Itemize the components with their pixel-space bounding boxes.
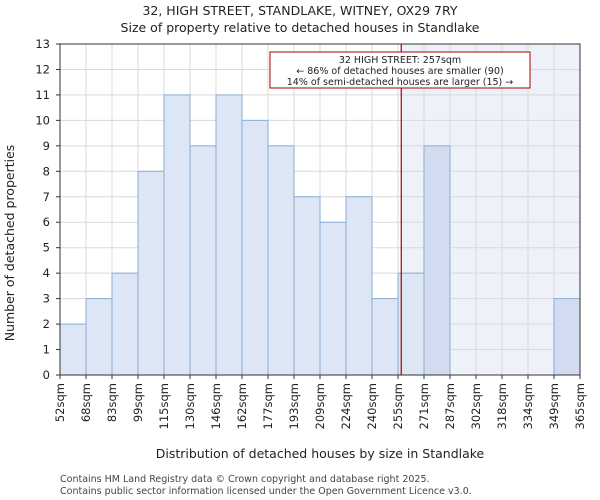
bar <box>267 145 295 376</box>
bar <box>215 94 243 376</box>
bar <box>345 196 373 376</box>
x-tick-label: 209sqm <box>313 383 327 429</box>
bar <box>85 298 113 376</box>
y-axis-label: Number of detached properties <box>2 145 17 342</box>
y-tick-label: 2 <box>43 317 50 331</box>
x-tick-label: 240sqm <box>365 383 379 429</box>
bar <box>111 272 139 376</box>
bar <box>423 145 451 376</box>
bar <box>137 170 165 376</box>
x-tick-label: 334sqm <box>521 383 535 429</box>
x-tick-label: 193sqm <box>287 383 301 429</box>
x-tick-label: 349sqm <box>547 383 561 429</box>
y-tick-label: 12 <box>35 62 50 76</box>
chart-subtitle: Size of property relative to detached ho… <box>121 20 480 35</box>
x-tick-label: 255sqm <box>391 383 405 429</box>
y-tick-label: 5 <box>43 241 50 255</box>
x-tick-label: 302sqm <box>469 383 483 429</box>
x-tick-label: 83sqm <box>105 383 119 422</box>
y-tick-label: 4 <box>43 266 50 280</box>
x-tick-label: 68sqm <box>79 383 93 422</box>
y-tick-label: 8 <box>43 164 50 178</box>
x-tick-label: 130sqm <box>183 383 197 429</box>
y-tick-label: 11 <box>35 88 50 102</box>
footer-line-1: Contains HM Land Registry data © Crown c… <box>60 474 430 485</box>
bar <box>319 221 347 376</box>
x-axis-label: Distribution of detached houses by size … <box>156 446 485 461</box>
y-tick-label: 9 <box>43 139 50 153</box>
annotation-box <box>269 51 531 89</box>
chart-title: 32, HIGH STREET, STANDLAKE, WITNEY, OX29… <box>142 3 457 18</box>
y-tick-label: 10 <box>35 113 50 127</box>
bar <box>59 323 87 376</box>
bar <box>241 119 269 376</box>
annotation-line: 32 HIGH STREET: 257sqm <box>339 55 461 66</box>
x-tick-label: 99sqm <box>131 383 145 422</box>
bar <box>189 145 217 376</box>
x-tick-label: 318sqm <box>495 383 509 429</box>
x-tick-label: 287sqm <box>443 383 457 429</box>
x-tick-label: 271sqm <box>417 383 431 429</box>
footer-line-2: Contains public sector information licen… <box>60 486 472 497</box>
annotation-line: ← 86% of detached houses are smaller (90… <box>296 66 503 77</box>
bar <box>293 196 321 376</box>
x-tick-label: 177sqm <box>261 383 275 429</box>
x-tick-label: 365sqm <box>573 383 587 429</box>
y-tick-label: 1 <box>43 343 50 357</box>
x-tick-label: 224sqm <box>339 383 353 429</box>
y-tick-label: 6 <box>43 215 50 229</box>
y-tick-label: 7 <box>43 190 50 204</box>
x-tick-label: 162sqm <box>235 383 249 429</box>
annotation-line: 14% of semi-detached houses are larger (… <box>287 77 514 88</box>
bar <box>371 298 399 376</box>
y-tick-label: 13 <box>35 37 50 51</box>
y-tick-label: 3 <box>43 292 50 306</box>
bar <box>397 272 425 376</box>
bar <box>553 298 581 376</box>
bar <box>163 94 191 376</box>
x-tick-label: 115sqm <box>157 383 171 429</box>
x-tick-label: 146sqm <box>209 383 223 429</box>
y-tick-label: 0 <box>43 368 50 382</box>
x-tick-label: 52sqm <box>53 383 67 422</box>
